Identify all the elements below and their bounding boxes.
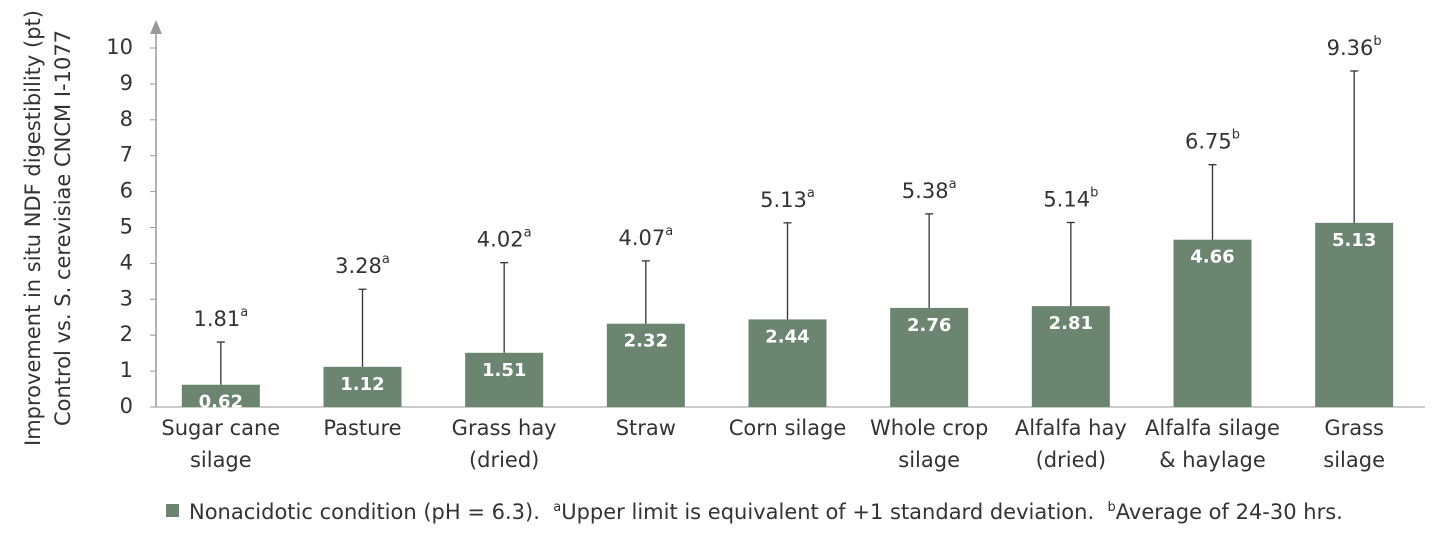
y-tick-label: 5 <box>120 215 133 239</box>
bar <box>1173 239 1252 407</box>
upper-label: 4.07a <box>618 223 673 250</box>
upper-note: b <box>1373 33 1381 48</box>
legend-label: Nonacidotic condition (pH = 6.3). <box>189 500 540 524</box>
upper-value: 1.81 <box>193 307 240 331</box>
upper-label: 1.81a <box>193 305 248 332</box>
y-tick-label: 2 <box>120 322 133 346</box>
upper-note: a <box>949 176 957 191</box>
legend: Nonacidotic condition (pH = 6.3). aUpper… <box>166 500 1343 524</box>
y-tick-label: 8 <box>120 107 133 131</box>
y-tick-label: 10 <box>106 35 133 59</box>
x-tick-label: Alfalfa silage & haylage <box>1145 416 1280 472</box>
x-tick-label: Corn silage <box>728 416 847 440</box>
x-tick-label: Grass silage <box>1323 416 1386 472</box>
value-label: 2.44 <box>765 326 809 347</box>
upper-note: a <box>524 225 532 240</box>
bar <box>323 366 402 407</box>
footnote: Average of 24-30 hrs. <box>1115 500 1343 524</box>
upper-note: a <box>382 252 390 267</box>
x-tick-label: Alfalfa hay (dried) <box>1014 416 1127 472</box>
upper-note: a <box>665 223 673 238</box>
upper-value: 5.38 <box>902 179 949 203</box>
value-label: 2.81 <box>1049 313 1093 334</box>
y-tick-label: 9 <box>120 71 133 95</box>
upper-label: 3.28a <box>335 252 390 279</box>
bar <box>181 384 260 407</box>
value-label: 2.32 <box>624 331 668 352</box>
upper-value: 6.75 <box>1185 130 1232 154</box>
bar <box>890 307 969 407</box>
upper-label: 4.02a <box>477 225 532 252</box>
x-tick-label: Straw <box>615 416 676 440</box>
upper-note: a <box>240 305 248 320</box>
y-axis-label: Control vs. S. cerevisiae CNCM I-1077 <box>51 30 75 426</box>
upper-value: 5.14 <box>1043 187 1090 211</box>
y-tick-label: 3 <box>120 286 133 310</box>
upper-value: 4.02 <box>477 228 524 252</box>
footnote-mark: a <box>553 500 562 515</box>
upper-value: 5.13 <box>760 188 807 212</box>
y-tick-label: 1 <box>120 358 133 382</box>
value-label: 0.62 <box>199 392 243 413</box>
upper-label: 9.36b <box>1327 33 1382 60</box>
footnote: Upper limit is equivalent of +1 standard… <box>561 500 1095 524</box>
value-label: 1.51 <box>482 360 526 381</box>
upper-value: 4.07 <box>618 226 665 250</box>
upper-note: b <box>1232 127 1240 142</box>
y-axis-label: Improvement in situ NDF digestibility (p… <box>21 10 45 446</box>
upper-label: 6.75b <box>1185 127 1240 154</box>
value-label: 5.13 <box>1332 230 1376 251</box>
bar <box>748 319 827 407</box>
value-label: 4.66 <box>1190 247 1234 268</box>
value-label: 2.76 <box>907 315 951 336</box>
y-tick-label: 4 <box>120 250 133 274</box>
y-tick-label: 7 <box>120 143 133 167</box>
upper-note: b <box>1090 185 1098 200</box>
bar <box>1315 222 1394 407</box>
upper-label: 5.14b <box>1043 185 1098 212</box>
legend-swatch <box>166 504 179 517</box>
bar <box>1031 306 1110 407</box>
upper-value: 9.36 <box>1327 36 1374 60</box>
upper-value: 3.28 <box>335 254 382 278</box>
upper-label: 5.38a <box>902 176 957 203</box>
upper-label: 5.13a <box>760 185 815 212</box>
y-tick-label: 6 <box>120 179 133 203</box>
x-tick-label: Sugar cane silage <box>161 416 281 472</box>
value-label: 1.12 <box>340 374 384 395</box>
upper-note: a <box>807 185 815 200</box>
bar <box>606 323 685 407</box>
bar <box>465 352 544 407</box>
y-tick-label: 0 <box>120 394 133 418</box>
x-tick-label: Grass hay (dried) <box>451 416 557 472</box>
axis-arrow <box>150 20 162 34</box>
footnote-mark: b <box>1107 500 1116 515</box>
x-tick-label: Pasture <box>323 416 402 440</box>
x-tick-label: Whole crop silage <box>870 416 989 472</box>
